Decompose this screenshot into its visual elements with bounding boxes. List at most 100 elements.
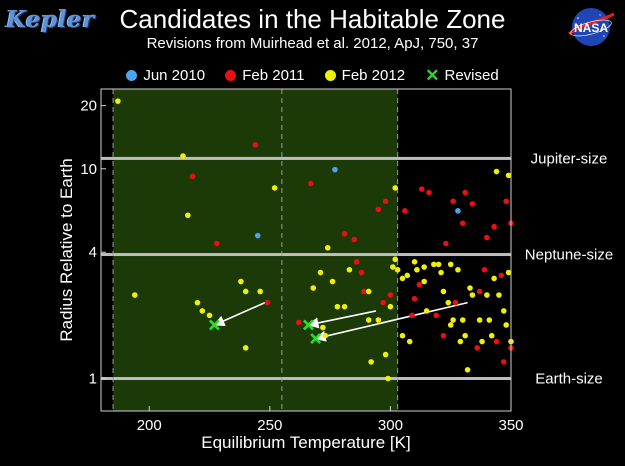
legend-label-revised: Revised: [444, 66, 499, 84]
data-point-feb-2011: [450, 198, 456, 205]
data-point-feb-2011: [469, 201, 476, 207]
data-point-feb-2012: [488, 332, 495, 339]
legend-label-jun-2010: Jun 2010: [143, 66, 206, 84]
data-point-revised: [208, 319, 220, 331]
data-point-feb-2012: [131, 292, 138, 298]
data-point-revised: [310, 333, 322, 345]
data-point-feb-2012: [390, 264, 396, 270]
data-point-feb-2011: [426, 189, 432, 196]
y-tick-label: 10: [80, 161, 97, 178]
data-point-feb-2011: [418, 186, 425, 192]
data-point-feb-2011: [213, 240, 220, 247]
data-point-feb-2012: [447, 261, 454, 268]
data-point-feb-2011: [382, 198, 389, 205]
data-point-feb-2012: [317, 269, 324, 276]
reference-label: Earth-size: [535, 371, 603, 388]
data-point-feb-2011: [500, 359, 507, 365]
data-point-feb-2012: [496, 292, 502, 298]
data-point-feb-2011: [308, 180, 314, 187]
data-point-feb-2011: [361, 288, 367, 295]
legend-label-feb-2012: Feb 2012: [341, 66, 406, 84]
data-point-feb-2012: [310, 285, 317, 291]
data-point-feb-2012: [462, 332, 468, 339]
x-tick-label: 350: [498, 417, 523, 434]
chart-title: Candidates in the Habitable Zone: [119, 4, 506, 34]
data-point-feb-2012: [324, 244, 331, 251]
data-point-feb-2012: [329, 278, 336, 285]
data-point-feb-2012: [365, 317, 372, 323]
data-point-feb-2012: [346, 266, 353, 273]
data-point-feb-2011: [380, 299, 386, 306]
legend-item-feb-2012: Feb 2012: [324, 66, 406, 84]
data-point-feb-2011: [189, 173, 196, 180]
legend-label-feb-2011: Feb 2011: [242, 66, 305, 84]
data-point-feb-2011: [498, 272, 505, 279]
revision-arrow: [213, 301, 266, 327]
data-point-feb-2012: [341, 303, 348, 310]
legend-marker-revised: ✕: [425, 65, 440, 85]
data-point-feb-2011: [295, 319, 302, 326]
data-point-feb-2012: [115, 98, 121, 104]
data-point-feb-2012: [238, 278, 244, 285]
data-point-feb-2012: [414, 266, 420, 273]
legend-marker-jun-2010: [126, 69, 138, 81]
data-point-feb-2012: [479, 338, 485, 345]
data-point-feb-2011: [409, 312, 415, 319]
data-point-feb-2011: [491, 223, 497, 230]
data-point-feb-2012: [435, 261, 442, 268]
data-point-feb-2012: [486, 317, 493, 323]
x-tick-label: 200: [137, 417, 162, 434]
data-point-feb-2011: [443, 240, 449, 247]
habitable-zone-band: [113, 89, 398, 411]
data-point-feb-2011: [474, 345, 481, 351]
data-point-feb-2012: [320, 324, 326, 331]
data-point-feb-2011: [484, 234, 490, 241]
legend-item-jun-2010: Jun 2010: [126, 67, 205, 84]
data-point-feb-2011: [476, 288, 483, 295]
data-point-feb-2012: [399, 332, 406, 339]
chart-subtitle: Revisions from Muirhead et al. 2012, ApJ…: [146, 35, 479, 52]
data-point-feb-2012: [365, 288, 372, 295]
data-point-feb-2012: [322, 332, 329, 339]
data-point-feb-2011: [503, 198, 509, 205]
data-point-feb-2011: [459, 220, 466, 227]
data-point-feb-2012: [450, 317, 456, 323]
data-point-feb-2012: [457, 338, 464, 345]
data-point-feb-2011: [353, 259, 360, 265]
data-point-feb-2011: [493, 338, 500, 345]
reference-line: [101, 377, 511, 381]
data-point-feb-2011: [351, 236, 358, 243]
data-point-feb-2012: [404, 272, 411, 279]
legend-item-feb-2011: Feb 2011: [225, 66, 305, 84]
data-point-feb-2012: [493, 168, 500, 175]
data-point-feb-2012: [459, 317, 466, 323]
data-point-feb-2012: [467, 285, 473, 291]
data-point-revised: [302, 319, 314, 331]
data-point-feb-2011: [452, 299, 459, 306]
data-point-feb-2012: [271, 185, 278, 191]
kepler-logo: Kepler: [6, 6, 95, 33]
reference-line: [101, 253, 511, 257]
data-point-feb-2012: [375, 317, 382, 323]
data-point-feb-2012: [394, 266, 401, 273]
legend-marker-feb-2011: [225, 69, 237, 81]
data-point-feb-2011: [481, 266, 488, 273]
x-axis-label: Equilibrium Temperature [K]: [201, 433, 410, 452]
y-tick-label: 1: [89, 371, 97, 388]
data-point-feb-2012: [505, 172, 512, 179]
data-point-feb-2011: [462, 189, 468, 196]
data-point-feb-2012: [242, 288, 249, 295]
data-point-feb-2012: [445, 299, 452, 306]
revision-arrow: [314, 301, 468, 342]
data-point-feb-2011: [264, 299, 271, 306]
data-point-feb-2012: [464, 367, 471, 373]
data-point-feb-2012: [406, 338, 413, 345]
legend: Jun 2010 Feb 2011 Feb 2012 ✕ Revised: [0, 66, 625, 84]
data-point-feb-2012: [399, 275, 406, 282]
data-point-feb-2012: [382, 351, 389, 358]
data-point-feb-2012: [411, 259, 418, 265]
data-point-feb-2012: [484, 292, 490, 298]
data-point-feb-2012: [194, 299, 201, 306]
y-tick-label: 4: [89, 244, 97, 261]
